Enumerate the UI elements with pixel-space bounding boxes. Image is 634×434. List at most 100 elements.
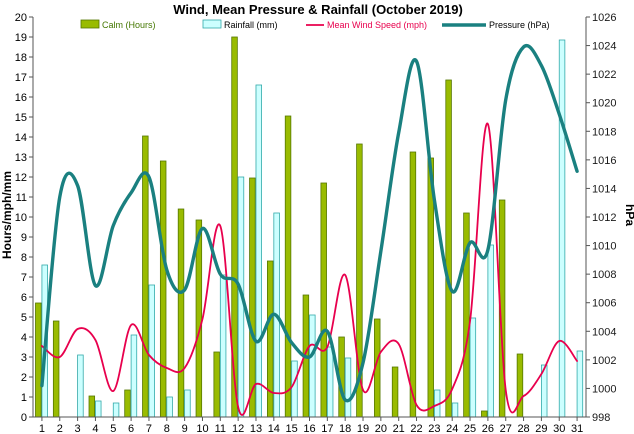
bar-rainfall-13: [255, 84, 262, 418]
bar-calm-7: [142, 135, 149, 418]
x-tick-label: 2: [57, 423, 63, 434]
legend-label: Calm (Hours): [102, 20, 156, 30]
bar-calm-11: [213, 351, 220, 418]
bar-rainfall-8: [166, 396, 173, 418]
x-tick-label: 20: [375, 423, 387, 434]
legend-swatch: [80, 19, 100, 29]
legend-item-pressure: Pressure (hPa): [442, 20, 550, 30]
y-tick-label: 14: [15, 132, 27, 144]
y2-tick-label: 1010: [592, 241, 616, 253]
bar-calm-24: [445, 79, 452, 418]
y2-tick-label: 1020: [592, 98, 616, 110]
x-tick-label: 22: [410, 423, 422, 434]
bar-calm-15: [284, 115, 292, 418]
bar-rainfall-6: [130, 334, 138, 418]
legend-label: Rainfall (mm): [224, 20, 278, 30]
legend-label: Pressure (hPa): [489, 20, 550, 30]
bar-calm-22: [409, 151, 417, 418]
x-tick-label: 10: [196, 423, 208, 434]
x-tick-label: 30: [553, 423, 565, 434]
bar-rainfall-4: [95, 400, 102, 418]
bar-calm-2: [52, 320, 60, 418]
bar-calm-6: [124, 389, 131, 418]
x-tick-label: 13: [250, 423, 262, 434]
x-tick-label: 11: [215, 423, 226, 434]
series-line-wind-speed: [41, 123, 578, 416]
x-tick-label: 27: [500, 423, 512, 434]
y2-tick-label: 1006: [592, 298, 616, 310]
bar-calm-13: [249, 177, 256, 418]
bar-rainfall-3: [77, 354, 84, 418]
y2-tick-label: 1014: [592, 183, 616, 195]
y2-tick-label: 1000: [592, 383, 616, 395]
y-tick-label: 20: [15, 12, 27, 24]
bar-rainfall-15: [291, 360, 298, 418]
y-tick-label: 15: [15, 112, 27, 124]
legend-swatch: [202, 19, 222, 29]
y-tick-label: 9: [21, 232, 27, 244]
x-tick-label: 7: [146, 423, 152, 434]
x-tick-label: 19: [357, 423, 369, 434]
bar-calm-9: [177, 208, 185, 418]
y-axis-title: Hours/mph/mm: [0, 171, 14, 259]
series-line-pressure: [40, 44, 579, 403]
x-tick-label: 4: [92, 423, 98, 434]
y-tick-label: 2: [21, 372, 27, 384]
y2-tick-label: 1004: [592, 326, 616, 338]
y-tick-label: 0: [21, 412, 27, 424]
y-tick-label: 8: [21, 252, 27, 264]
y2-tick-label: 1018: [592, 126, 616, 138]
axes: 0123456789101112131415161718192099810001…: [15, 12, 617, 434]
x-tick-label: 16: [303, 423, 315, 434]
y-tick-label: 10: [15, 212, 27, 224]
bar-calm-17: [320, 182, 327, 418]
x-tick-label: 23: [428, 423, 440, 434]
bar-rainfall-30: [558, 39, 566, 418]
x-tick-label: 25: [464, 423, 476, 434]
y2-tick-label: 1022: [592, 69, 616, 81]
bar-rainfall-16: [309, 314, 316, 418]
x-tick-label: 17: [321, 423, 333, 434]
legend-label: Mean Wind Speed (mph): [327, 20, 427, 30]
x-tick-label: 8: [164, 423, 170, 434]
x-tick-label: 31: [571, 423, 583, 434]
y-tick-label: 19: [15, 32, 27, 44]
bar-rainfall-18: [344, 357, 352, 418]
y2-tick-label: 1016: [592, 155, 616, 167]
y-tick-label: 4: [21, 332, 27, 344]
x-tick-label: 28: [517, 423, 529, 434]
x-tick-label: 5: [110, 423, 116, 434]
legend: Calm (Hours) Rainfall (mm) Mean Wind Speed…: [80, 19, 550, 30]
y2-tick-label: 1026: [592, 12, 616, 24]
y-tick-label: 11: [16, 192, 27, 204]
x-tick-label: 21: [393, 423, 405, 434]
bar-calm-4: [88, 395, 96, 418]
y2-tick-label: 1008: [592, 269, 616, 281]
legend-item-rainfall: Rainfall (mm): [202, 19, 278, 30]
legend-item-wind-speed: Mean Wind Speed (mph): [306, 20, 427, 30]
bar-rainfall-25: [469, 317, 477, 418]
bar-calm-8: [159, 160, 167, 418]
y2-tick-label: 1012: [592, 212, 616, 224]
x-tick-label: 18: [339, 423, 351, 434]
bar-rainfall-11: [219, 274, 227, 418]
y2-tick-label: 1024: [592, 41, 616, 53]
bar-layer: [35, 36, 584, 418]
y2-tick-label: 1002: [592, 355, 616, 367]
bar-calm-28: [516, 353, 524, 418]
bar-rainfall-24: [451, 402, 459, 418]
y-tick-label: 16: [15, 92, 27, 104]
y-tick-label: 5: [21, 312, 27, 324]
bar-rainfall-17: [326, 346, 334, 418]
legend-item-calm: Calm (Hours): [80, 19, 156, 30]
x-tick-label: 6: [128, 423, 134, 434]
y2-axis-title: hPa: [623, 204, 634, 226]
y-tick-label: 13: [15, 152, 27, 164]
line-layer: [40, 44, 579, 416]
x-tick-label: 1: [39, 423, 45, 434]
chart-title: Wind, Mean Pressure & Rainfall (October …: [173, 2, 463, 17]
y-tick-label: 3: [21, 352, 27, 364]
y-tick-label: 17: [15, 72, 27, 84]
x-tick-label: 24: [446, 423, 458, 434]
